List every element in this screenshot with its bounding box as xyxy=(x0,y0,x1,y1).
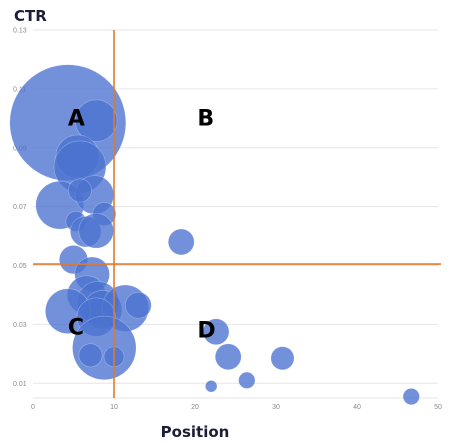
x-tick-label: 0 xyxy=(31,404,35,411)
bubble-point xyxy=(205,380,218,393)
y-tick-label: 0.01 xyxy=(13,381,27,388)
y-tick-label: 0.11 xyxy=(13,86,26,93)
bubble-point xyxy=(125,291,152,319)
bubble-point xyxy=(167,228,195,256)
bubble-point xyxy=(74,99,118,142)
y-tick-label: 0.13 xyxy=(13,28,27,35)
x-tick-label: 30 xyxy=(272,404,280,411)
bubble-point xyxy=(270,346,295,371)
bubble-point xyxy=(238,371,256,389)
x-axis-title: Position xyxy=(161,423,230,441)
quadrant-label-b: B xyxy=(197,107,214,132)
y-tick-label: 0.07 xyxy=(13,204,27,211)
reference-lines xyxy=(33,30,441,398)
x-tick-label: 20 xyxy=(191,404,199,411)
bubble-point xyxy=(214,343,242,371)
y-tick-label: 0.03 xyxy=(13,322,27,329)
y-axis-title: CTR xyxy=(14,7,47,25)
quadrant-labels: A B C D xyxy=(68,107,216,344)
y-tick-label: 0.05 xyxy=(13,263,27,270)
bubbles xyxy=(9,64,420,406)
quadrant-label-d: D xyxy=(197,319,215,344)
quadrant-label-c: C xyxy=(68,316,84,341)
bubble-point xyxy=(78,343,103,368)
bubble-point xyxy=(402,388,420,406)
x-tick-label: 10 xyxy=(110,404,118,411)
quadrant-label-a: A xyxy=(68,107,85,132)
bubble-point xyxy=(202,318,230,346)
x-tick-label: 50 xyxy=(434,404,442,411)
x-tick-label: 40 xyxy=(353,404,361,411)
bubble-point xyxy=(78,213,114,249)
bubble-point xyxy=(68,178,92,203)
